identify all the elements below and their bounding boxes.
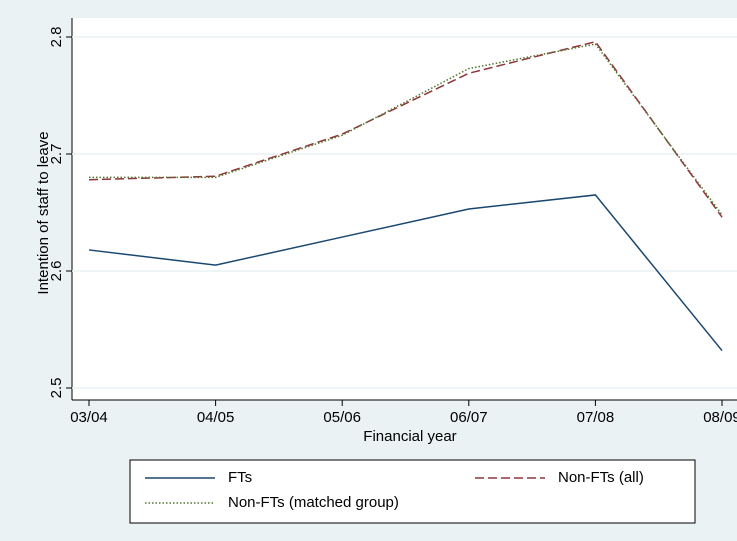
y-axis-label: Intention of staff to leave [35,131,52,294]
x-tick-label: 08/09 [703,409,737,426]
legend-label: Non-FTs (matched group) [228,494,399,511]
x-axis-label: Financial year [363,428,456,445]
series-line [88,194,723,352]
legend-label: FTs [228,469,252,486]
x-tick-label: 05/06 [323,409,361,426]
y-tick-label: 2.5 [48,378,65,399]
x-tick-label: 04/05 [197,409,235,426]
legend [129,459,696,524]
x-tick-label: 03/04 [70,409,108,426]
y-tick-label: 2.6 [48,261,65,282]
series-line [89,43,723,216]
x-tick-label: 06/07 [450,409,488,426]
legend-label: Non-FTs (all) [558,469,644,486]
y-tick-label: 2.8 [48,27,65,48]
plot-area [72,18,737,400]
x-tick-label: 07/08 [577,409,615,426]
y-tick-label: 2.7 [48,144,65,165]
